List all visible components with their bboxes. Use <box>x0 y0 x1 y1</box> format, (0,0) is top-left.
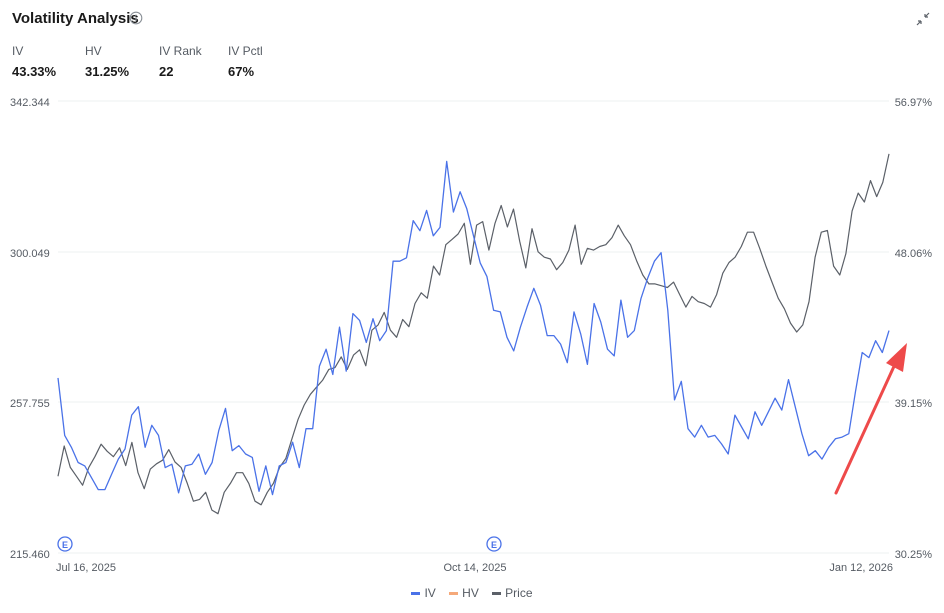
earnings-marker-label: E <box>62 540 68 550</box>
right-axis-tick-1: 48.06% <box>895 248 933 260</box>
chart-legend: IV HV Price <box>0 586 944 600</box>
earnings-marker-circle <box>57 536 73 552</box>
stat-value: 22 <box>159 64 174 79</box>
panel-header: Volatility Analysis <box>12 8 932 32</box>
right-axis-tick-3: 30.25% <box>895 549 933 561</box>
left-axis-tick-1: 300.049 <box>10 248 50 260</box>
legend-label: Price <box>505 586 533 600</box>
stat-label: IV Pctl <box>228 44 263 58</box>
earnings-marker-label: E <box>491 540 497 550</box>
legend-item-hv[interactable]: HV <box>449 586 479 600</box>
grid-lines <box>58 100 889 554</box>
legend-label: IV <box>424 586 436 600</box>
left-axis-tick-3: 215.460 <box>10 549 50 561</box>
legend-item-iv[interactable]: IV <box>411 586 436 600</box>
stat-iv: IV 43.33% <box>12 44 56 79</box>
series-line-iv[interactable] <box>57 160 890 496</box>
legend-label: HV <box>462 586 479 600</box>
stat-value: 31.25% <box>85 64 130 79</box>
series-layer <box>57 153 890 515</box>
right-axis-tick-0: 56.97% <box>895 97 933 109</box>
legend-swatch <box>492 592 502 596</box>
stat-label: IV Rank <box>159 44 202 58</box>
trend-arrow <box>834 343 907 495</box>
earnings-marker[interactable]: E <box>57 536 73 552</box>
legend-swatch <box>411 592 421 596</box>
earnings-marker-circle <box>486 536 502 552</box>
stat-value: 67% <box>228 64 255 79</box>
x-axis-tick-0: Jul 16, 2025 <box>56 562 116 574</box>
trend-arrow-shaft <box>834 360 898 495</box>
left-axis-tick-2: 257.755 <box>10 398 50 410</box>
x-axis-tick-2: Jan 12, 2026 <box>829 562 893 574</box>
stat-label: IV <box>12 44 24 58</box>
earnings-marker[interactable]: E <box>486 536 502 552</box>
collapse-arrows-icon[interactable] <box>916 12 930 26</box>
panel-title: Volatility Analysis <box>12 10 139 27</box>
x-axis-tick-1: Oct 14, 2025 <box>444 562 507 574</box>
stat-iv-pctl: IV Pctl 67% <box>228 44 263 79</box>
legend-item-price[interactable]: Price <box>492 586 533 600</box>
stat-value: 43.33% <box>12 64 57 79</box>
left-axis-tick-0: 342.344 <box>10 97 50 109</box>
right-axis-tick-2: 39.15% <box>895 398 933 410</box>
stat-iv-rank: IV Rank 22 <box>159 44 202 79</box>
legend-swatch <box>449 592 459 596</box>
stat-label: HV <box>85 44 102 58</box>
stat-hv: HV 31.25% <box>85 44 129 79</box>
series-line-price[interactable] <box>57 153 890 515</box>
trend-arrow-head <box>886 343 907 372</box>
info-circle-icon[interactable] <box>129 11 143 25</box>
